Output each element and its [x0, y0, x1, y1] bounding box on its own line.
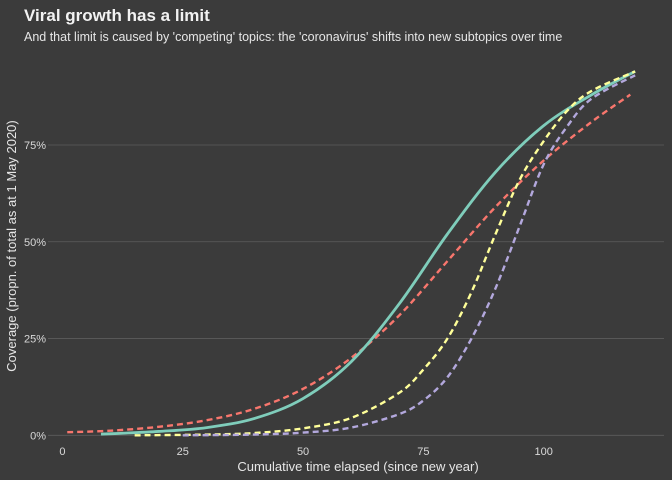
y-tick-label: 0%	[30, 430, 46, 442]
y-tick-label: 75%	[24, 140, 46, 152]
x-tick-label: 75	[417, 446, 429, 458]
x-tick-label: 25	[177, 446, 189, 458]
series-line-1	[67, 93, 632, 434]
y-tick-label: 25%	[24, 334, 46, 346]
x-tick-label: 0	[59, 446, 65, 458]
y-tick-label: 50%	[24, 237, 46, 249]
x-axis-ticks: 0 25 50 75 100	[59, 446, 552, 458]
series-lines	[67, 70, 636, 437]
series-line-4	[182, 74, 636, 437]
x-tick-label: 100	[535, 446, 553, 458]
chart-title: Viral growth has a limit	[24, 6, 210, 25]
y-axis-label: Coverage (propn. of total as at 1 May 20…	[4, 120, 19, 371]
x-tick-label: 50	[297, 446, 309, 458]
chart-subtitle: And that limit is caused by 'competing' …	[24, 30, 562, 44]
y-axis-ticks: 0% 25% 50% 75%	[24, 140, 46, 442]
grid-lines	[48, 144, 664, 436]
series-line-2	[100, 70, 636, 436]
x-axis-label: Cumulative time elapsed (since new year)	[237, 459, 478, 474]
series-line-3	[134, 70, 636, 437]
